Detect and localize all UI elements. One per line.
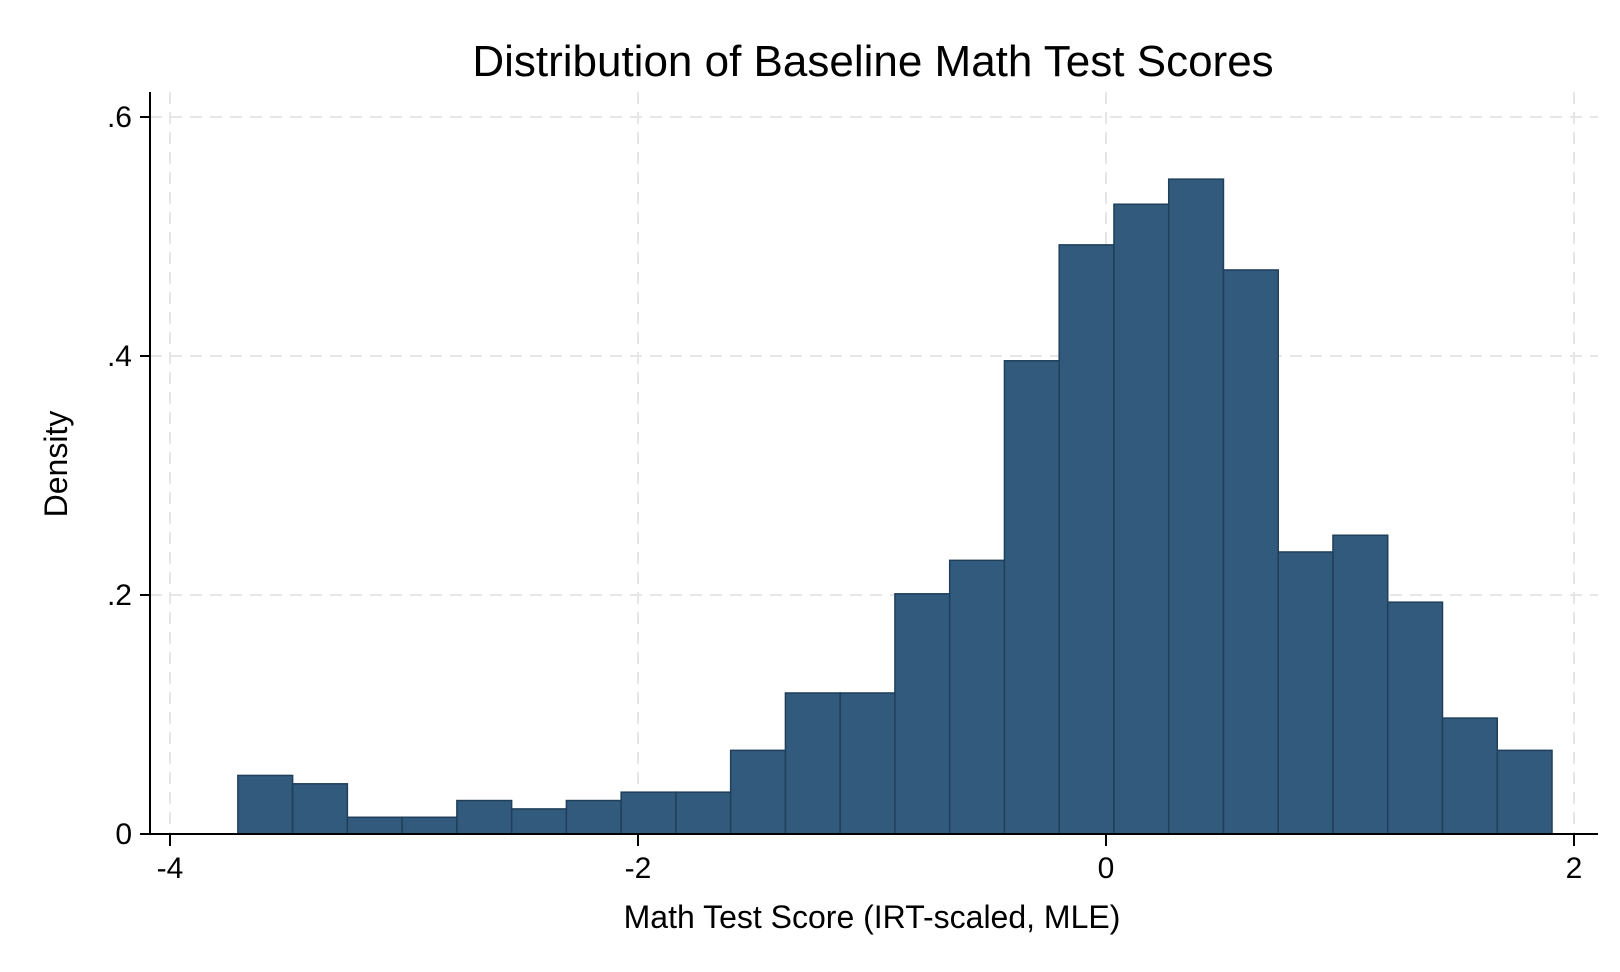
x-tick-label: 2 [1566,852,1583,885]
histogram-bar [784,692,841,835]
histogram-bar [839,692,896,835]
y-tick-label: .2 [107,579,132,612]
histogram-bar [456,799,513,835]
histogram-bar [401,816,458,835]
y-axis-label: Density [38,411,74,518]
histogram-bar [1441,717,1498,835]
histogram-bar [565,799,622,835]
histogram-bar [675,791,732,835]
histogram-bar [510,808,568,835]
x-tick-label: -4 [157,852,184,885]
x-tick-label: 0 [1098,852,1115,885]
histogram-bar [1003,360,1060,835]
histogram-bar [1058,244,1115,835]
x-tick-label: -2 [625,852,652,885]
histogram-bar [1496,749,1553,835]
histogram-bar [948,559,1006,835]
histogram-bar [237,774,294,835]
histogram-bar [620,791,677,835]
y-tick-label: .6 [107,101,132,134]
histogram-bar [1277,551,1334,835]
histogram-bar [1222,269,1279,835]
histogram-bar [346,816,403,835]
axis-ticks: 0 .2 .4 .6 -4 -2 0 2 [107,101,1582,885]
histogram-bar [1332,534,1389,835]
x-axis-label: Math Test Score (IRT-scaled, MLE) [624,899,1121,935]
histogram-bar [1113,203,1170,835]
y-tick-label: 0 [115,818,132,851]
histogram-bar [729,749,787,835]
axes [149,92,1598,835]
y-tick-label: .4 [107,340,132,373]
histogram-bar [1167,178,1225,835]
chart-title: Distribution of Baseline Math Test Score… [472,37,1273,86]
histogram-bar [1386,601,1444,835]
histogram-bar [291,783,349,835]
histogram-bar [894,593,951,835]
histogram-bars [237,178,1553,835]
